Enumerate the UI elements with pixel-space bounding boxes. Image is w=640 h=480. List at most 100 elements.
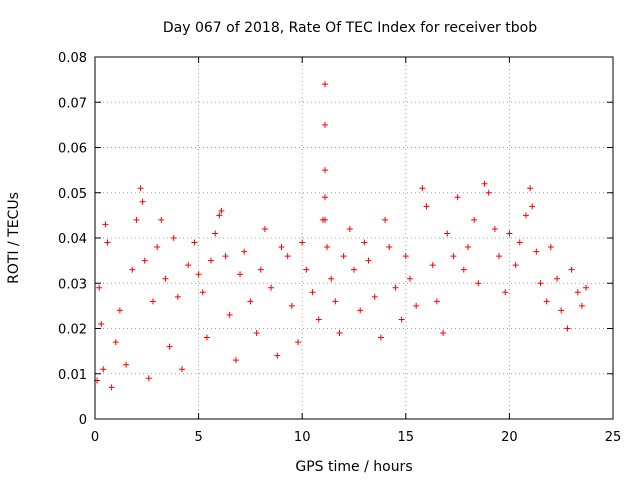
data-point xyxy=(460,266,467,273)
data-point xyxy=(365,257,372,264)
data-point xyxy=(137,185,144,192)
data-point xyxy=(212,230,219,237)
data-point xyxy=(100,366,107,373)
data-point xyxy=(491,225,498,232)
data-point xyxy=(241,248,248,255)
data-point xyxy=(321,81,328,88)
data-point xyxy=(104,239,111,246)
data-point xyxy=(218,207,225,214)
data-point xyxy=(377,334,384,341)
data-point xyxy=(392,284,399,291)
data-point xyxy=(440,330,447,337)
data-point xyxy=(216,212,223,219)
data-point xyxy=(419,185,426,192)
x-tick-label: 5 xyxy=(194,430,202,445)
y-tick-label: 0.04 xyxy=(58,232,87,247)
data-point xyxy=(529,203,536,210)
data-point xyxy=(485,189,492,196)
data-point xyxy=(98,320,105,327)
data-point xyxy=(274,352,281,359)
data-point xyxy=(537,280,544,287)
data-point xyxy=(564,325,571,332)
data-point xyxy=(568,266,575,273)
data-point xyxy=(133,216,140,223)
y-axis-title: ROTI / TECUs xyxy=(6,192,22,284)
data-point xyxy=(332,298,339,305)
y-tick-label: 0.02 xyxy=(58,323,87,338)
data-point xyxy=(179,366,186,373)
data-point xyxy=(222,253,229,260)
y-tick-label: 0 xyxy=(79,413,87,428)
y-tick-label: 0.01 xyxy=(58,368,87,383)
data-point xyxy=(464,244,471,251)
data-point xyxy=(481,180,488,187)
data-point xyxy=(496,253,503,260)
data-point xyxy=(450,253,457,260)
data-point xyxy=(268,284,275,291)
data-point xyxy=(371,293,378,300)
data-point xyxy=(174,293,181,300)
data-point xyxy=(257,266,264,273)
data-point xyxy=(471,216,478,223)
data-point xyxy=(433,298,440,305)
data-point xyxy=(150,298,157,305)
data-point xyxy=(578,302,585,309)
data-point xyxy=(429,262,436,269)
data-point xyxy=(324,244,331,251)
data-point xyxy=(506,230,513,237)
data-point xyxy=(108,384,115,391)
data-point xyxy=(253,330,260,337)
data-point xyxy=(116,307,123,314)
data-point xyxy=(123,361,130,368)
data-point xyxy=(527,185,534,192)
data-point xyxy=(315,316,322,323)
x-tick-label: 0 xyxy=(91,430,99,445)
data-point xyxy=(558,307,565,314)
data-point xyxy=(284,253,291,260)
data-point xyxy=(96,284,103,291)
data-point xyxy=(288,302,295,309)
data-point xyxy=(516,239,523,246)
data-point xyxy=(208,257,215,264)
data-point xyxy=(574,289,581,296)
x-axis-title: GPS time / hours xyxy=(295,459,412,475)
data-point xyxy=(226,311,233,318)
x-tick-label: 25 xyxy=(605,430,622,445)
y-tick-label: 0.07 xyxy=(58,96,87,111)
data-point xyxy=(321,121,328,128)
data-point xyxy=(340,253,347,260)
data-point xyxy=(402,253,409,260)
data-point xyxy=(502,289,509,296)
y-tick-label: 0.05 xyxy=(58,187,87,202)
data-point xyxy=(398,316,405,323)
data-point xyxy=(154,244,161,251)
data-point xyxy=(295,339,302,346)
data-point xyxy=(512,262,519,269)
x-tick-label: 20 xyxy=(501,430,518,445)
y-tick-label: 0.08 xyxy=(58,51,87,66)
data-point xyxy=(299,239,306,246)
data-point xyxy=(321,194,328,201)
data-point xyxy=(475,280,482,287)
data-point xyxy=(139,198,146,205)
data-point xyxy=(247,298,254,305)
data-point xyxy=(328,275,335,282)
data-point xyxy=(145,375,152,382)
data-point xyxy=(423,203,430,210)
data-point xyxy=(554,275,561,282)
data-point xyxy=(141,257,148,264)
data-point xyxy=(199,289,206,296)
data-point xyxy=(533,248,540,255)
y-tick-label: 0.06 xyxy=(58,142,87,157)
data-point xyxy=(346,225,353,232)
ticks-layer: 0 5 10 15 20 25 0 0.01 0.02 0.03 0.04 0.05 0.06 0.07 0… xyxy=(58,51,621,445)
data-point xyxy=(357,307,364,314)
data-point xyxy=(162,275,169,282)
grid-layer xyxy=(95,57,613,419)
data-point xyxy=(522,212,529,219)
data-point xyxy=(166,343,173,350)
data-point xyxy=(454,194,461,201)
data-point xyxy=(386,244,393,251)
